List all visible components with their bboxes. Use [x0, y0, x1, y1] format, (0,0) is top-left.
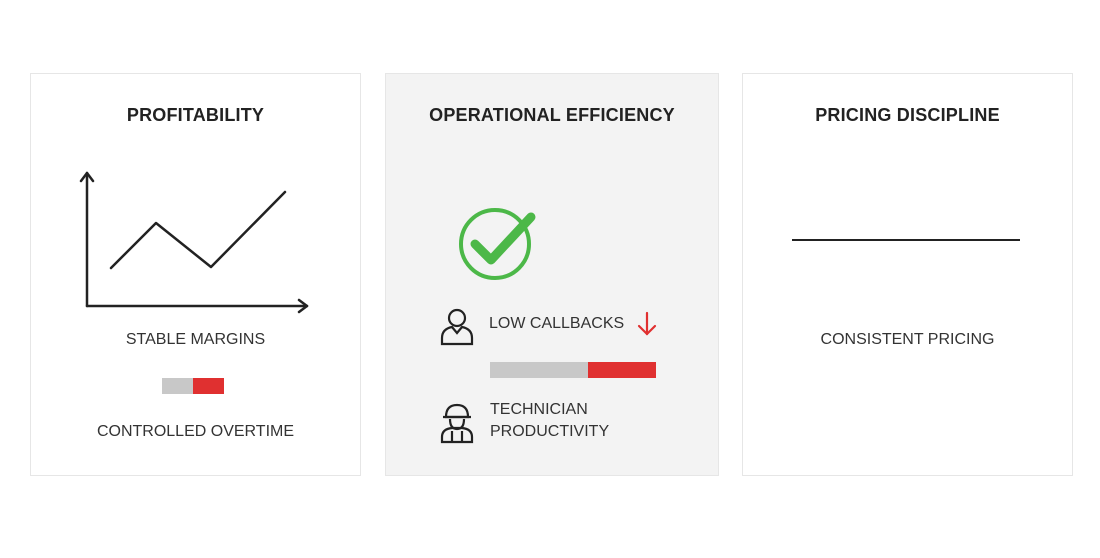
- panel-title: PRICING DISCIPLINE: [815, 105, 1000, 125]
- panel-title: PROFITABILITY: [126, 105, 265, 125]
- technician-label: TECHNICIAN: [490, 401, 588, 418]
- pricing-discipline-panel: PRICING DISCIPLINE CONSISTENT PRICING: [742, 73, 1073, 476]
- check-circle-icon: [459, 208, 536, 280]
- bar-gray: [162, 378, 193, 394]
- productivity-label: PRODUCTIVITY: [490, 423, 610, 440]
- person-icon: [440, 308, 474, 346]
- profitability-panel: PROFITABILITY STABLE MARGINS CONTROLLED …: [30, 73, 361, 476]
- trend-line: [109, 190, 287, 270]
- bar-red: [588, 362, 656, 378]
- arrow-down-icon: [637, 311, 657, 336]
- y-axis-arrow: [79, 171, 95, 183]
- low-callbacks-label: LOW CALLBACKS: [489, 315, 625, 332]
- line-chart-icon: [79, 171, 309, 314]
- icons-layer: [440, 208, 657, 444]
- controlled-overtime-label: CONTROLLED OVERTIME: [96, 423, 295, 440]
- panel-title: OPERATIONAL EFFICIENCY: [429, 105, 675, 125]
- flat-line: [792, 239, 1020, 241]
- operational-efficiency-panel: OPERATIONAL EFFICIENCY LOW: [385, 73, 719, 476]
- stable-margins-label: STABLE MARGINS: [125, 331, 266, 348]
- bar-gray: [490, 362, 588, 378]
- x-axis-arrow: [297, 298, 309, 314]
- consistent-pricing-label: CONSISTENT PRICING: [820, 331, 995, 348]
- bar-red: [193, 378, 224, 394]
- technician-icon: [440, 403, 474, 444]
